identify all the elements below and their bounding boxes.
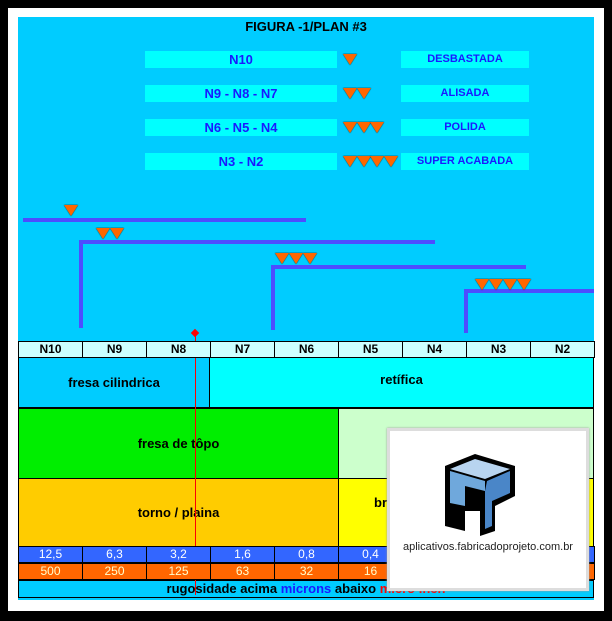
level-line [464, 289, 468, 333]
triangle-icon [343, 88, 357, 99]
finish-label: POLIDA [401, 119, 529, 136]
column-header-n6: N6 [274, 341, 339, 358]
level-line [23, 218, 306, 222]
triangle-icon [503, 279, 517, 290]
grade-label: N9 - N8 - N7 [145, 85, 337, 102]
triangle-icon [96, 228, 110, 239]
triangle-icon [64, 205, 78, 216]
microinch-value: 250 [82, 563, 147, 580]
triangle-icon [356, 122, 371, 133]
micron-value: 1,6 [210, 546, 275, 563]
process-torno-plaina: torno / plaina [18, 478, 339, 547]
microinch-value: 500 [18, 563, 83, 580]
grade-label: N10 [145, 51, 337, 68]
footer-text: rugosidade acima [166, 581, 281, 596]
triangle-icon [343, 122, 357, 133]
column-header-n7: N7 [210, 341, 275, 358]
micron-value: 12,5 [18, 546, 83, 563]
finish-label: ALISADA [401, 85, 529, 102]
footer-text: abaixo [331, 581, 380, 596]
column-header-n10: N10 [18, 341, 83, 358]
triangle-icon [343, 54, 357, 65]
grade-label: N6 - N5 - N4 [145, 119, 337, 136]
triangle-icon [517, 279, 531, 290]
website-url[interactable]: aplicativos.fabricadoprojeto.com.br [403, 541, 573, 553]
triangle-icon [110, 228, 124, 239]
triangle-icon [343, 156, 357, 167]
triangle-icon [356, 88, 371, 99]
column-header-n8: N8 [146, 341, 211, 358]
grade-label: N3 - N2 [145, 153, 337, 170]
fp-logo-icon [445, 454, 515, 536]
triangle-icon [356, 156, 371, 167]
triangle-icon [370, 156, 384, 167]
level-line [271, 265, 275, 330]
logo-popup[interactable]: aplicativos.fabricadoprojeto.com.br [387, 428, 589, 591]
microinch-value: 32 [274, 563, 339, 580]
process-fresa-topo: fresa de tôpo [18, 408, 339, 479]
finish-label: DESBASTADA [401, 51, 529, 68]
level-line [271, 265, 526, 269]
micron-value: 0,8 [274, 546, 339, 563]
finish-label: SUPER ACABADA [401, 153, 529, 170]
triangle-icon [370, 122, 384, 133]
triangle-icon [475, 279, 489, 290]
column-header-n3: N3 [466, 341, 531, 358]
micron-value: 6,3 [82, 546, 147, 563]
footer-microns: microns [280, 581, 332, 596]
level-line [79, 240, 83, 328]
triangle-icon [275, 253, 289, 264]
level-line [80, 240, 435, 244]
column-header-n4: N4 [402, 341, 467, 358]
process-retifica: retífica [209, 357, 594, 409]
triangle-icon [303, 253, 317, 264]
process-fresa-cilindrica: fresa cilindrica [18, 357, 210, 409]
figure-title: FIGURA -1/PLAN #3 [245, 19, 367, 34]
column-header-n9: N9 [82, 341, 147, 358]
microinch-value: 125 [146, 563, 211, 580]
triangle-icon [289, 253, 303, 264]
triangle-icon [383, 156, 398, 167]
triangle-icon [489, 279, 503, 290]
microinch-value: 63 [210, 563, 275, 580]
micron-value: 3,2 [146, 546, 211, 563]
column-header-n2: N2 [530, 341, 595, 358]
column-header-n5: N5 [338, 341, 403, 358]
level-line [464, 289, 594, 293]
red-cursor-line[interactable] [195, 333, 196, 595]
